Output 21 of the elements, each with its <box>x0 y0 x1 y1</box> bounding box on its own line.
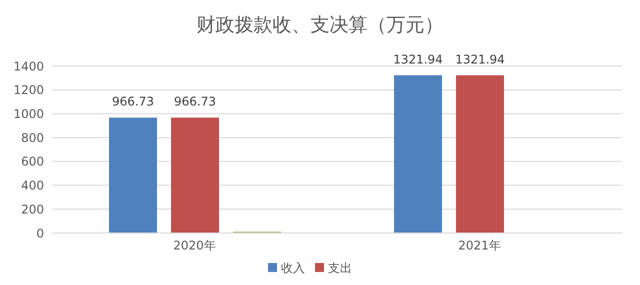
x-tick-label: 2021年 <box>458 238 501 253</box>
y-tick-label: 1000 <box>13 106 44 121</box>
text: 966.73 <box>174 94 216 109</box>
y-tick-label: 400 <box>21 178 44 193</box>
legend-label: 支出 <box>328 261 352 275</box>
y-tick-label: 1200 <box>13 83 44 98</box>
y-tick-label: 600 <box>21 154 44 169</box>
x-tick-label: 2020年 <box>173 238 216 253</box>
chart-title: 财政拨款收、支决算（万元） <box>196 13 444 38</box>
y-tick-label: 1400 <box>13 59 44 74</box>
legend-label: 收入 <box>281 261 305 275</box>
text: 1321.94 <box>393 52 443 66</box>
y-tick-label: 800 <box>21 130 44 145</box>
bar <box>171 118 219 233</box>
y-tick-label: 0 <box>36 226 44 240</box>
text: 1321.94 <box>455 52 505 66</box>
bar <box>394 75 442 233</box>
bar <box>109 118 157 233</box>
text: 966.73 <box>112 94 154 109</box>
y-tick-label: 200 <box>21 202 44 216</box>
bar <box>456 75 504 233</box>
